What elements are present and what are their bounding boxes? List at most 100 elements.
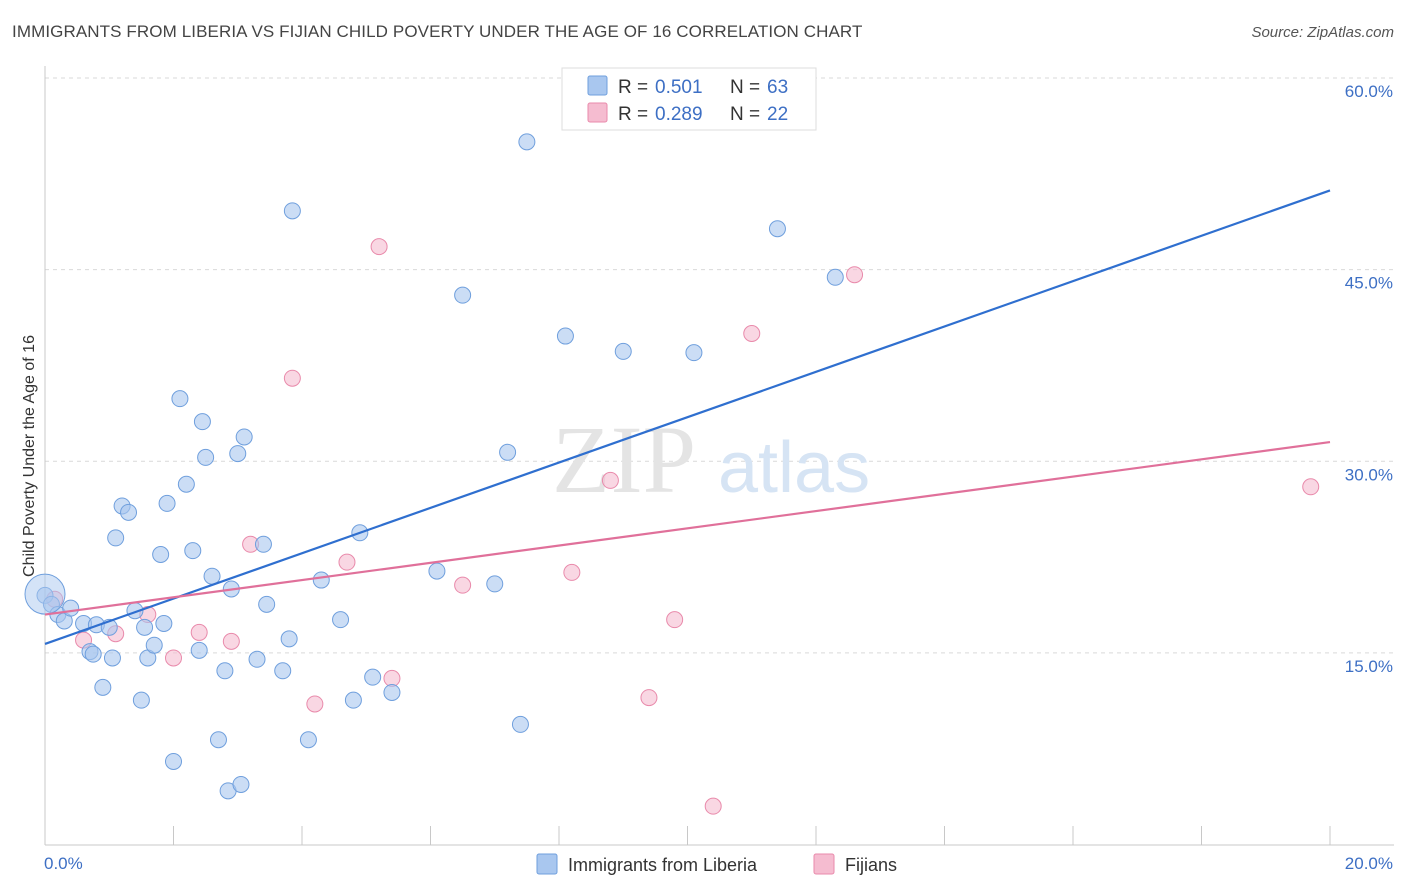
fijians-series [46,238,1320,815]
data-point [120,503,138,521]
data-point [704,797,722,815]
watermark-atlas: atlas [718,428,870,508]
watermark-zip: ZIP [552,406,696,513]
data-point [280,630,298,648]
legend-swatch-pink [587,102,608,123]
data-point [743,325,761,342]
data-point [235,428,253,446]
bottom-legend-label-liberia: Immigrants from Liberia [568,855,758,875]
axes [44,66,1394,846]
data-point [165,752,182,770]
data-point [171,390,189,408]
data-point [486,575,504,593]
data-point [306,695,324,713]
data-point [165,649,182,667]
data-point [332,611,350,629]
data-point [94,678,112,696]
data-point [846,266,864,284]
data-point [145,636,163,654]
data-point [184,542,202,560]
data-point [299,731,317,749]
x-tick-label: 20.0% [1345,854,1393,873]
data-point [222,632,240,650]
data-point [454,576,472,594]
bottom-legend: Immigrants from Liberia Fijians [536,853,897,875]
data-point [232,775,250,793]
legend-r-value: 0.501 [655,77,703,98]
y-tick-label: 60.0% [1345,82,1393,101]
data-point [499,443,517,461]
data-point [370,238,388,256]
data-point [209,731,227,749]
bottom-legend-label-fijians: Fijians [845,855,897,875]
data-point [254,535,272,553]
grid-lines [45,77,1394,654]
data-point-cluster [24,573,66,615]
chart-title: IMMIGRANTS FROM LIBERIA VS FIJIAN CHILD … [12,22,863,41]
data-point [177,475,195,493]
legend-swatch-blue [587,75,608,96]
source-note: Source: ZipAtlas.com [1251,24,1394,41]
data-point [826,268,844,286]
legend-n-label: N = [730,77,760,98]
data-point [640,689,658,707]
data-point [103,649,121,667]
watermark: ZIP atlas [552,406,870,513]
data-point [383,683,401,701]
data-point [84,645,102,663]
y-tick-label: 45.0% [1345,274,1393,293]
legend-r-value: 0.289 [655,104,703,125]
data-point [364,668,382,686]
y-tick-label: 15.0% [1345,657,1393,676]
data-point [155,614,173,632]
data-point [107,529,125,547]
data-point [62,599,80,617]
data-point [203,567,221,585]
data-point [614,342,632,360]
data-point [511,715,529,733]
trend-lines [44,189,1331,645]
legend-n-value: 63 [767,77,788,98]
legend-n-label: N = [730,104,760,125]
data-point [556,327,574,345]
data-point [190,641,208,659]
data-point [344,691,362,709]
data-point [152,546,170,564]
liberia-series [24,101,844,800]
data-point [274,662,292,680]
bottom-legend-swatch-pink [813,853,835,875]
data-point [768,220,786,238]
legend-r-label: R = [618,77,648,98]
y-tick-label: 30.0% [1345,465,1393,484]
data-point [229,445,247,463]
data-point [1302,478,1320,496]
data-point [283,369,301,387]
data-point [666,611,684,629]
data-point [428,562,446,580]
data-point [136,618,154,636]
data-point [601,471,619,489]
data-point [248,650,266,668]
y-axis-title: Child Poverty Under the Age of 16 [21,335,38,577]
data-point [158,494,176,512]
legend-n-value: 22 [767,104,788,125]
data-point [563,563,581,581]
bottom-legend-swatch-blue [536,853,558,875]
trend-line-fijians [44,440,1331,616]
tick-labels: 15.0% 30.0% 45.0% 60.0% 0.0% 20.0% [44,82,1393,873]
data-point [312,571,330,589]
data-point [685,344,703,362]
data-point [197,448,215,466]
data-point [258,595,276,613]
data-point [132,691,150,709]
data-point [454,286,472,304]
legend-r-label: R = [618,104,648,125]
x-tick-label: 0.0% [44,854,83,873]
data-point [283,202,301,220]
data-point [338,553,356,571]
data-point [190,623,208,641]
legend-box: R = 0.501 N = 63 R = 0.289 N = 22 [561,67,817,131]
trend-line-liberia [44,189,1331,645]
data-point [193,413,211,431]
